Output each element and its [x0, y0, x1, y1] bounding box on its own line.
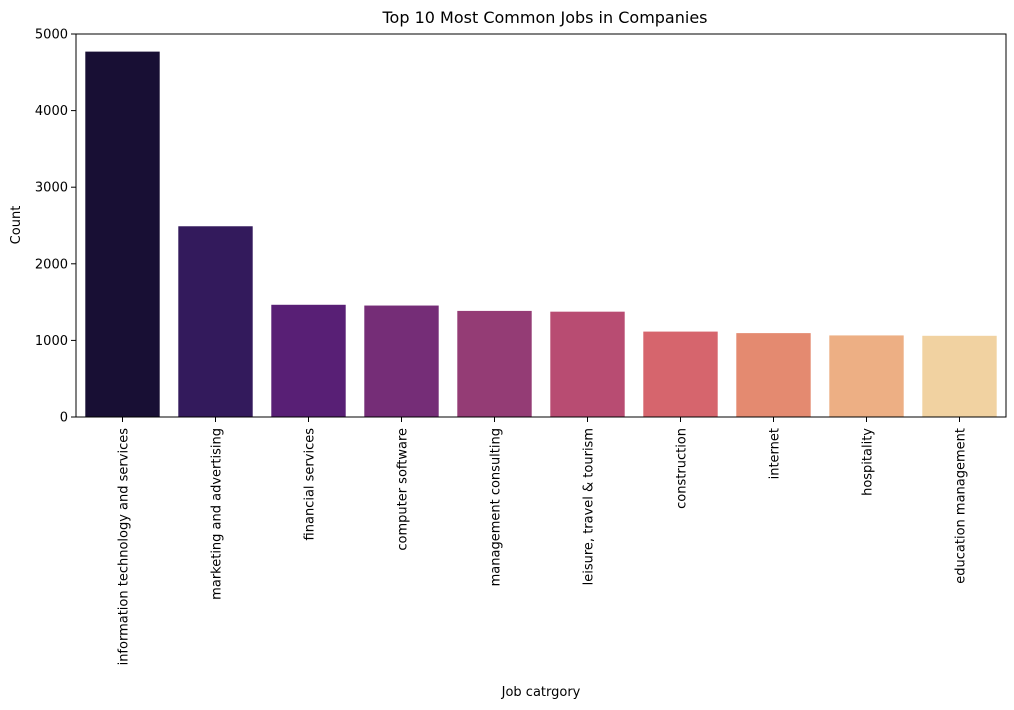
bar-8 — [829, 335, 904, 417]
x-tick-label-2: financial services — [303, 428, 318, 541]
bar-4 — [457, 310, 532, 417]
bar-7 — [736, 333, 811, 417]
bar-0 — [85, 51, 160, 417]
x-tick-label-7: internet — [768, 428, 783, 479]
y-tick-label-1: 1000 — [35, 334, 68, 349]
x-tick-label-4: management consulting — [489, 428, 504, 586]
y-tick-label-0: 0 — [60, 411, 68, 426]
bar-1 — [178, 226, 253, 417]
y-tick-label-2: 2000 — [35, 257, 68, 272]
bar-5 — [550, 311, 625, 417]
plot-frame — [75, 33, 1007, 418]
y-axis: 0 1000 2000 3000 4000 5000 — [35, 28, 76, 426]
y-tick-label-5: 5000 — [35, 28, 68, 43]
x-tick-label-9: education management — [954, 428, 969, 584]
bar-9 — [922, 335, 997, 417]
x-tick-label-1: marketing and advertising — [210, 428, 225, 600]
x-tick-label-8: hospitality — [861, 428, 876, 496]
chart-title: Top 10 Most Common Jobs in Companies — [382, 8, 708, 27]
y-axis-label: Count — [9, 206, 24, 245]
y-tick-label-4: 4000 — [35, 104, 68, 119]
x-tick-label-5: leisure, travel & tourism — [582, 428, 597, 585]
x-axis: information technology and services marke… — [117, 417, 969, 665]
x-axis-label: Job catrgory — [501, 685, 581, 700]
bar-2 — [271, 304, 346, 417]
bar-6 — [643, 331, 718, 417]
y-tick-label-3: 3000 — [35, 181, 68, 196]
x-tick-label-0: information technology and services — [117, 428, 132, 666]
x-tick-label-6: construction — [675, 428, 690, 509]
x-tick-label-3: computer software — [396, 428, 411, 551]
bar-3 — [364, 305, 439, 417]
bars-group — [85, 51, 997, 417]
